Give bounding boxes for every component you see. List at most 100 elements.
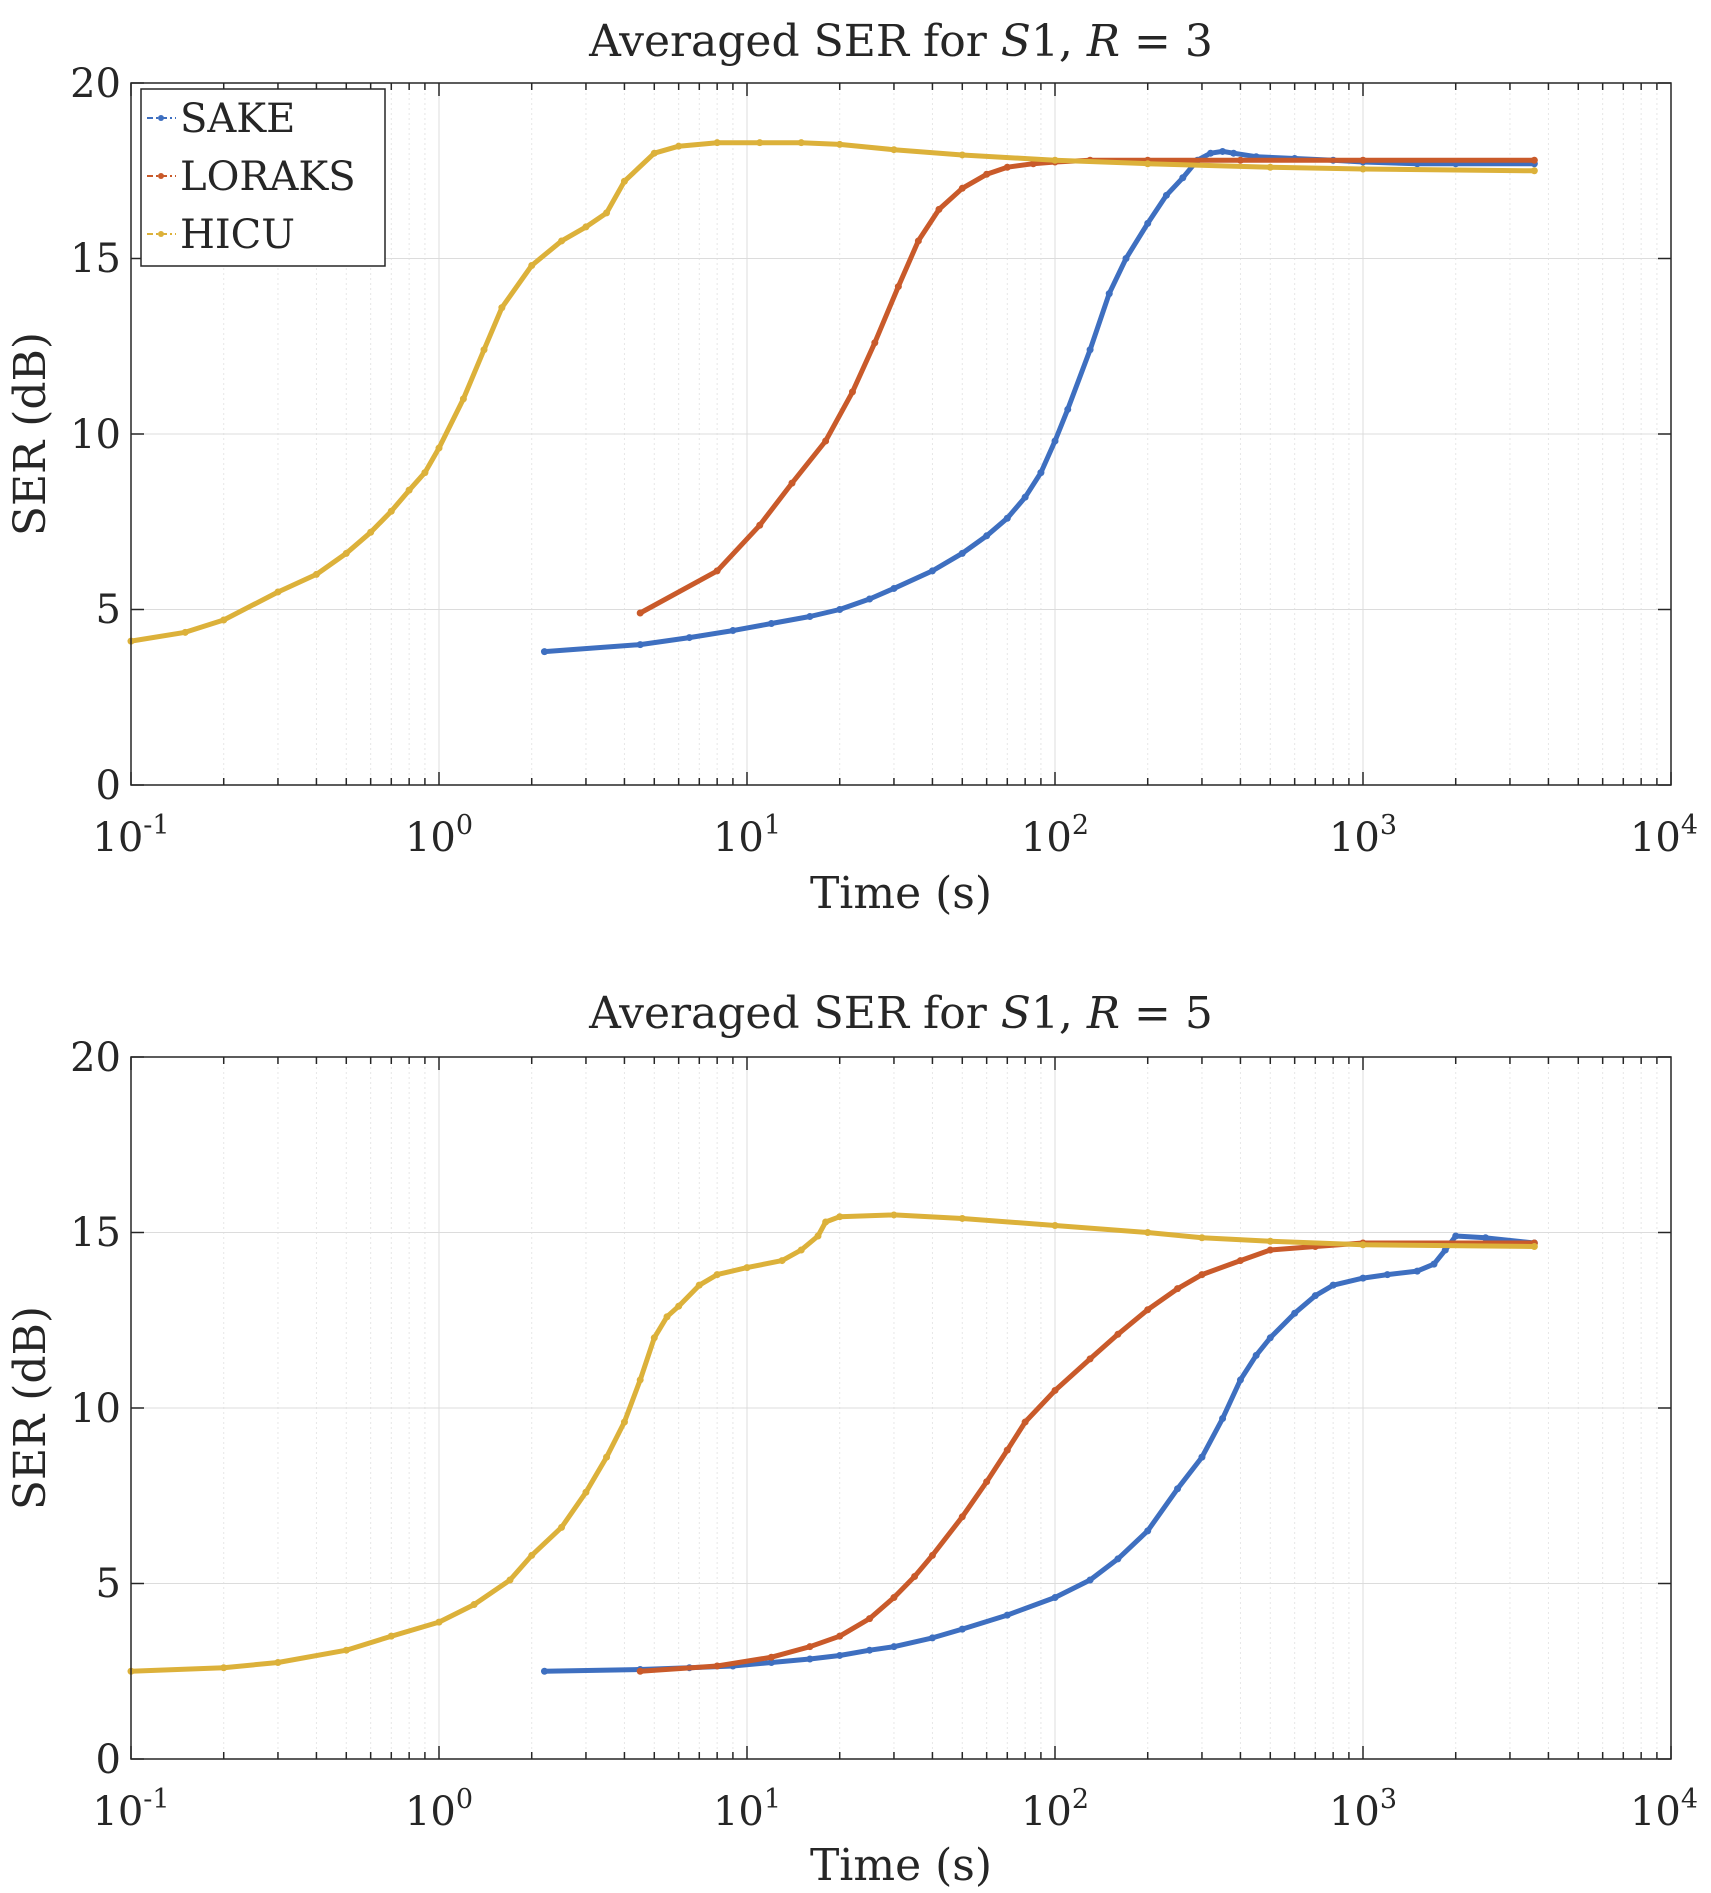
data-point-loraks — [788, 479, 796, 487]
data-point-hicu — [274, 588, 282, 596]
data-point-sake — [1021, 493, 1029, 501]
data-point-loraks — [1174, 1285, 1182, 1293]
data-point-hicu — [274, 1658, 282, 1666]
data-point-hicu — [814, 1232, 822, 1240]
data-point-loraks — [806, 1643, 814, 1651]
data-point-hicu — [1359, 1241, 1367, 1249]
x-tick-label: 10-1 — [92, 1784, 169, 1835]
series-line-hicu — [128, 140, 1537, 644]
series-line-loraks — [637, 157, 1537, 616]
data-point-hicu — [480, 346, 488, 354]
data-point-loraks — [958, 1513, 966, 1521]
y-tick-label: 15 — [70, 1210, 121, 1256]
data-point-hicu — [650, 1334, 658, 1342]
data-point-hicu — [890, 1211, 898, 1219]
x-tick-label: 104 — [1630, 1784, 1698, 1835]
data-point-sake — [1441, 1246, 1449, 1254]
y-tick-label: 15 — [70, 236, 121, 282]
data-point-sake — [866, 1646, 874, 1654]
data-point-sake — [1105, 290, 1113, 298]
y-tick-label: 10 — [70, 1386, 121, 1432]
data-point-hicu — [1359, 165, 1367, 173]
data-point-sake — [958, 1625, 966, 1633]
data-point-loraks — [983, 170, 991, 178]
data-point-sake — [866, 595, 874, 603]
x-axis-label: Time (s) — [810, 1840, 992, 1891]
data-point-hicu — [756, 139, 764, 147]
data-point-loraks — [1359, 156, 1367, 164]
data-point-sake — [958, 549, 966, 557]
data-point-loraks — [914, 237, 922, 245]
data-point-hicu — [663, 1313, 671, 1321]
legend-box — [140, 88, 386, 267]
data-point-sake — [1219, 1415, 1227, 1423]
data-point-sake — [836, 606, 844, 613]
data-point-sake — [1452, 1232, 1460, 1240]
data-point-sake — [1122, 255, 1130, 262]
data-point-loraks — [1021, 1418, 1029, 1426]
ticks-top — [130, 82, 1672, 786]
data-point-hicu — [958, 151, 966, 159]
data-point-hicu — [1144, 160, 1152, 168]
data-point-hicu — [675, 142, 683, 150]
data-point-sake — [1003, 1611, 1011, 1619]
ticks-bottom — [130, 1056, 1672, 1760]
data-point-sake — [1144, 1527, 1152, 1535]
series-layer-top — [127, 139, 1538, 656]
data-point-hicu — [1530, 1243, 1538, 1251]
data-point-hicu — [582, 223, 590, 231]
data-point-sake — [1359, 1274, 1367, 1282]
data-point-hicu — [1266, 163, 1274, 171]
data-point-hicu — [743, 1264, 751, 1272]
data-point-sake — [729, 627, 737, 635]
data-point-sake — [1236, 1376, 1244, 1384]
data-point-hicu — [620, 1418, 628, 1426]
series-line-sake — [542, 148, 1537, 655]
data-point-hicu — [713, 139, 721, 147]
data-point-loraks — [636, 1667, 644, 1675]
data-point-sake — [1482, 1234, 1490, 1242]
legend-label-sake: SAKE — [180, 96, 295, 142]
data-point-sake — [1086, 346, 1094, 354]
data-point-hicu — [435, 444, 443, 452]
data-point-loraks — [1266, 1246, 1274, 1254]
data-point-loraks — [1114, 1330, 1122, 1338]
x-tick-label: 103 — [1329, 1784, 1397, 1835]
y-tick-label: 0 — [96, 1737, 121, 1783]
data-point-sake — [806, 613, 814, 621]
legend-label-hicu: HICU — [180, 212, 295, 258]
data-point-sake — [983, 532, 991, 540]
data-point-loraks — [1003, 163, 1011, 171]
y-tick-label: 20 — [70, 61, 121, 107]
data-point-hicu — [220, 1664, 228, 1672]
data-point-hicu — [797, 139, 805, 147]
series-layer-bottom — [127, 1211, 1538, 1675]
data-point-hicu — [558, 1523, 566, 1531]
data-point-loraks — [767, 1653, 775, 1661]
data-point-sake — [767, 1658, 775, 1666]
data-point-hicu — [367, 528, 375, 536]
data-point-loraks — [836, 1632, 844, 1640]
x-axis-label: Time (s) — [810, 868, 992, 919]
data-point-sake — [1383, 1271, 1391, 1279]
x-tick-label: 102 — [1021, 1784, 1089, 1835]
data-point-hicu — [836, 140, 844, 148]
data-point-loraks — [713, 567, 721, 575]
legend-marker-loraks — [158, 173, 164, 179]
data-point-loraks — [871, 339, 879, 347]
data-point-hicu — [1051, 1221, 1059, 1229]
y-tick-label: 5 — [96, 1561, 121, 1607]
data-point-sake — [1207, 149, 1215, 157]
data-point-sake — [1430, 1260, 1438, 1268]
data-point-hicu — [836, 1213, 844, 1221]
data-point-loraks — [822, 437, 830, 445]
data-point-loraks — [866, 1615, 874, 1623]
data-point-hicu — [1530, 167, 1538, 175]
data-point-hicu — [506, 1576, 514, 1584]
data-point-hicu — [695, 1281, 703, 1289]
y-tick-label: 20 — [70, 1035, 121, 1081]
x-tick-label: 100 — [405, 1784, 473, 1835]
data-point-loraks — [1236, 156, 1244, 164]
data-point-sake — [806, 1655, 814, 1663]
